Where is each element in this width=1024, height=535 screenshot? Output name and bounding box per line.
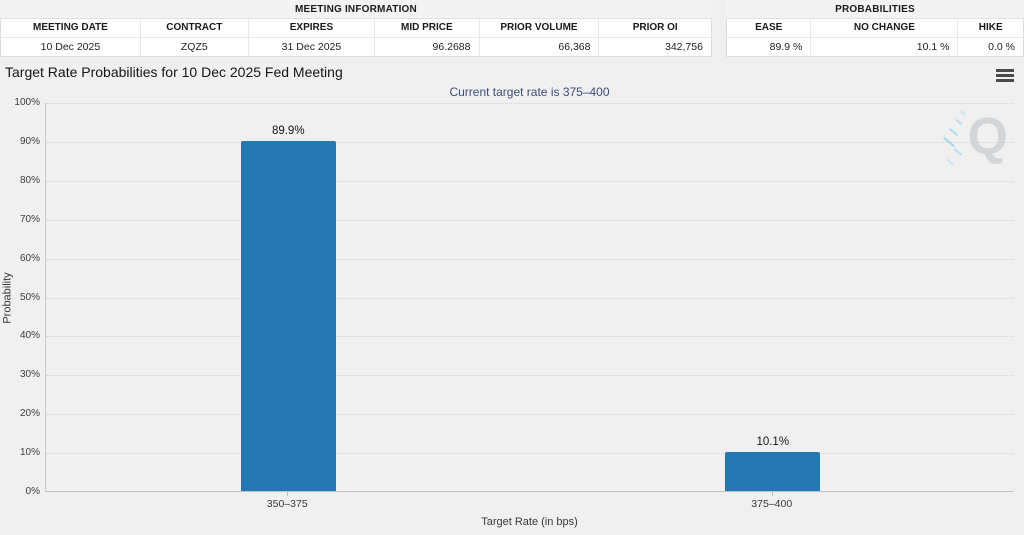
probabilities-title: PROBABILITIES bbox=[726, 0, 1024, 19]
table-cell: 0.0 % bbox=[988, 41, 1015, 53]
x-axis-title: Target Rate (in bps) bbox=[481, 516, 578, 528]
table-cell: 96.2688 bbox=[375, 38, 480, 56]
table-header-cell: PRIOR VOLUME bbox=[480, 19, 600, 37]
watermark-spark bbox=[946, 158, 954, 166]
table-header-cell: EXPIRES bbox=[249, 19, 376, 37]
gridline bbox=[46, 453, 1014, 455]
table-cell: 10.1 % bbox=[811, 38, 959, 56]
y-tick-label: 0% bbox=[25, 486, 40, 497]
chart-section: Target Rate Probabilities for 10 Dec 202… bbox=[0, 57, 1024, 535]
y-tick-label: 60% bbox=[19, 252, 40, 264]
gridline bbox=[46, 375, 1014, 377]
gridline bbox=[46, 297, 1014, 299]
gridline bbox=[46, 219, 1014, 221]
y-tick-label: 100% bbox=[14, 97, 40, 108]
table-cell: 89.9 % bbox=[727, 38, 812, 56]
watermark-spark bbox=[955, 118, 963, 126]
x-tick-label: 375–400 bbox=[751, 498, 793, 510]
table-cell: 342,756 bbox=[664, 41, 703, 53]
menu-bar bbox=[996, 79, 1014, 82]
chart-title: Target Rate Probabilities for 10 Dec 202… bbox=[5, 64, 343, 80]
probabilities-card: PROBABILITIES EASE NO CHANGE HIKE 89.9 % 10.… bbox=[726, 0, 1024, 57]
y-tick-label: 90% bbox=[19, 135, 40, 147]
plot-area: Q 89.9% 10.1% bbox=[45, 103, 1014, 492]
y-tick-label: 20% bbox=[19, 408, 40, 420]
table-cell: 66,368 bbox=[480, 38, 600, 56]
gridline bbox=[46, 103, 1014, 104]
probabilities-table: EASE NO CHANGE HIKE 89.9 % 10.1 % 0.0 % bbox=[726, 19, 1024, 57]
x-tick-label: 350–375 bbox=[266, 498, 308, 510]
table-header-cell: HIKE bbox=[978, 22, 1003, 33]
gridline bbox=[46, 180, 1014, 182]
bar-350–375[interactable] bbox=[240, 141, 336, 491]
table-row: 89.9 % 10.1 % 0.0 % bbox=[727, 38, 1023, 56]
bar-value-label: 89.9% bbox=[271, 125, 305, 138]
watermark-letter: Q bbox=[967, 108, 1008, 166]
x-tick-mark bbox=[287, 492, 289, 496]
hamburger-menu-icon[interactable] bbox=[996, 69, 1014, 83]
watermark-spark bbox=[953, 148, 963, 156]
watermark-spark bbox=[948, 127, 959, 137]
y-tick-label: 40% bbox=[19, 330, 40, 342]
y-tick-label: 80% bbox=[19, 174, 40, 186]
table-cell: ZQZ5 bbox=[141, 38, 249, 56]
meeting-information-title: MEETING INFORMATION bbox=[0, 0, 712, 19]
y-tick-label: 30% bbox=[19, 369, 40, 381]
table-cell: 31 Dec 2025 bbox=[249, 38, 376, 56]
menu-bar bbox=[996, 74, 1014, 77]
table-header-cell: MEETING DATE bbox=[1, 19, 141, 37]
table-cell: 10 Dec 2025 bbox=[1, 38, 141, 56]
y-tick-label: 50% bbox=[19, 291, 40, 303]
bar-value-label: 10.1% bbox=[756, 435, 790, 448]
table-row: 10 Dec 2025 ZQZ5 31 Dec 2025 96.2688 66,368 3… bbox=[1, 38, 711, 56]
y-tick-label: 10% bbox=[19, 447, 40, 459]
table-header-cell: NO CHANGE bbox=[811, 19, 959, 37]
gridline bbox=[46, 258, 1014, 260]
y-tick-label: 70% bbox=[19, 213, 40, 225]
table-header-row: EASE NO CHANGE HIKE bbox=[727, 19, 1023, 38]
chart-subtitle: Current target rate is 375–400 bbox=[449, 85, 610, 99]
table-header-row: MEETING DATE CONTRACT EXPIRES MID PRICE PRIO… bbox=[1, 19, 711, 38]
gridline bbox=[46, 336, 1014, 338]
watermark-spark bbox=[960, 110, 966, 116]
table-header-cell: PRIOR OI bbox=[632, 22, 678, 33]
q-logo-watermark: Q bbox=[940, 107, 1010, 173]
gridline bbox=[46, 141, 1014, 143]
table-header-cell: EASE bbox=[727, 19, 812, 37]
gridline bbox=[46, 414, 1014, 416]
meeting-information-table: MEETING DATE CONTRACT EXPIRES MID PRICE PRIO… bbox=[0, 19, 712, 57]
x-tick-mark bbox=[771, 492, 773, 496]
meeting-information-card: MEETING INFORMATION MEETING DATE CONTRACT… bbox=[0, 0, 712, 57]
menu-bar bbox=[996, 69, 1014, 72]
table-header-cell: MID PRICE bbox=[375, 19, 480, 37]
bar-375–400[interactable] bbox=[725, 451, 821, 491]
table-header-cell: CONTRACT bbox=[141, 19, 249, 37]
